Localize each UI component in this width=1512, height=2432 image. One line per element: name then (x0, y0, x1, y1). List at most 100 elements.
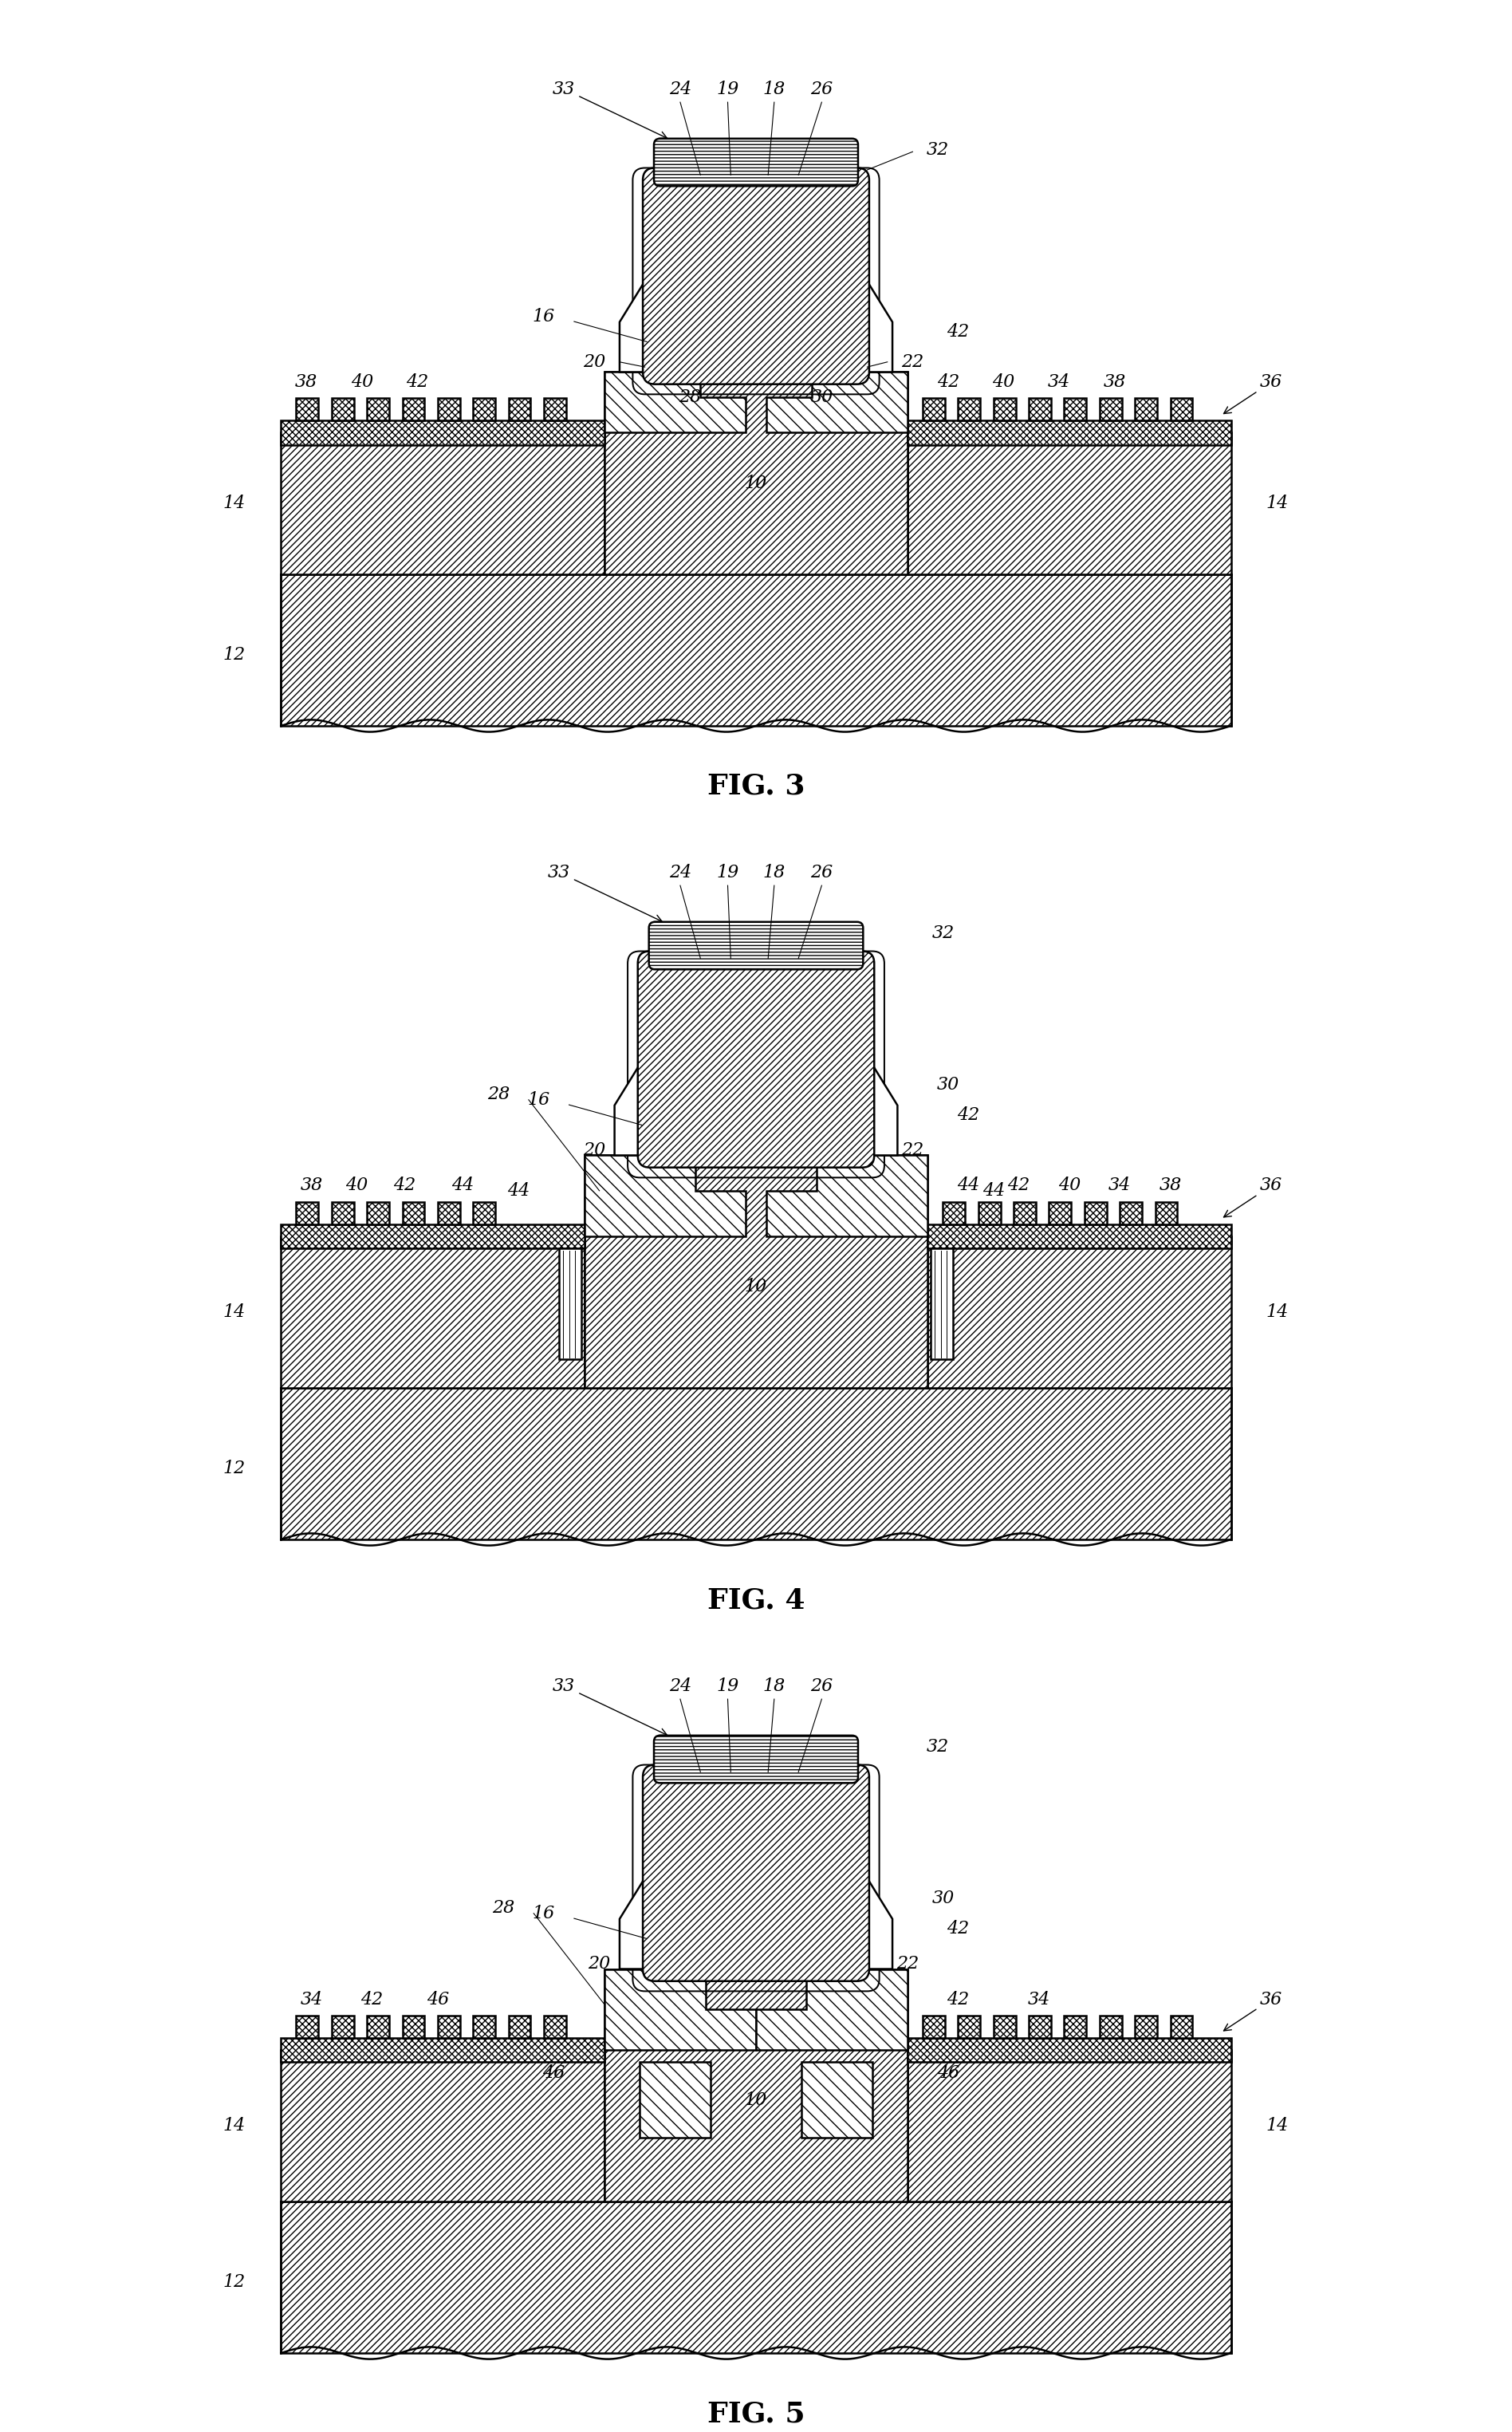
Text: 12: 12 (224, 1459, 246, 1479)
Text: 14: 14 (224, 494, 246, 513)
Text: 34: 34 (1108, 1177, 1131, 1194)
Polygon shape (959, 2016, 980, 2038)
Polygon shape (1064, 399, 1087, 421)
Text: 40: 40 (1058, 1177, 1081, 1194)
Polygon shape (331, 2016, 354, 2038)
Text: 46: 46 (543, 2065, 565, 2082)
Polygon shape (928, 1223, 1231, 1248)
Text: 42: 42 (947, 1989, 969, 2009)
Text: 28: 28 (491, 1899, 514, 1916)
Polygon shape (402, 1201, 425, 1223)
Text: 14: 14 (224, 1304, 246, 1321)
Text: 20: 20 (584, 353, 606, 370)
Polygon shape (872, 1065, 898, 1155)
Polygon shape (907, 2050, 1231, 2201)
Text: 44: 44 (452, 1177, 475, 1194)
Polygon shape (281, 1389, 1231, 1539)
Polygon shape (1049, 1201, 1072, 1223)
Text: 10: 10 (745, 2092, 767, 2109)
Polygon shape (931, 1248, 953, 1359)
Text: 18: 18 (764, 1678, 785, 1695)
Polygon shape (620, 282, 644, 372)
Text: 10: 10 (745, 474, 767, 491)
FancyBboxPatch shape (655, 1736, 857, 1783)
FancyBboxPatch shape (643, 168, 869, 384)
Polygon shape (907, 421, 1231, 445)
Polygon shape (767, 372, 907, 433)
Text: 26: 26 (810, 1678, 833, 1695)
Polygon shape (928, 1235, 1231, 1389)
Polygon shape (1136, 399, 1157, 421)
Text: 42: 42 (947, 1919, 969, 1938)
Text: 28: 28 (487, 1087, 510, 1104)
Text: 16: 16 (532, 309, 555, 326)
Text: 42: 42 (393, 1177, 416, 1194)
Text: 18: 18 (764, 80, 785, 97)
Polygon shape (1155, 1201, 1178, 1223)
Text: 44: 44 (957, 1177, 980, 1194)
Polygon shape (281, 574, 1231, 725)
Polygon shape (281, 421, 605, 445)
Text: 44: 44 (983, 1182, 1005, 1199)
Text: 28: 28 (679, 389, 702, 406)
FancyBboxPatch shape (638, 951, 874, 1167)
Polygon shape (473, 2016, 496, 2038)
Polygon shape (993, 2016, 1016, 2038)
Text: 26: 26 (810, 80, 833, 97)
Text: 33: 33 (547, 863, 662, 922)
Polygon shape (508, 399, 531, 421)
Polygon shape (281, 2038, 605, 2062)
Text: 24: 24 (668, 80, 691, 97)
Text: 12: 12 (224, 647, 246, 664)
Polygon shape (584, 1155, 928, 1389)
Text: 24: 24 (668, 1678, 691, 1695)
Text: 42: 42 (361, 1989, 383, 2009)
Polygon shape (922, 2016, 945, 2038)
Text: 32: 32 (927, 141, 950, 158)
Text: 14: 14 (224, 2116, 246, 2135)
Text: 38: 38 (1104, 375, 1126, 392)
Text: 24: 24 (668, 863, 691, 880)
Polygon shape (544, 399, 565, 421)
Text: 16: 16 (532, 1904, 555, 1921)
Text: 18: 18 (764, 863, 785, 880)
Text: 33: 33 (553, 80, 667, 139)
Polygon shape (1028, 2016, 1051, 2038)
Text: 38: 38 (299, 1177, 322, 1194)
Text: 14: 14 (1266, 494, 1288, 513)
Text: 34: 34 (299, 1989, 322, 2009)
Polygon shape (281, 433, 605, 574)
Text: 19: 19 (717, 80, 739, 97)
Polygon shape (1120, 1201, 1142, 1223)
Text: FIG. 4: FIG. 4 (708, 1586, 804, 1612)
Polygon shape (367, 2016, 389, 2038)
Polygon shape (437, 1201, 460, 1223)
Polygon shape (1084, 1201, 1107, 1223)
Polygon shape (868, 282, 892, 372)
Polygon shape (993, 399, 1016, 421)
Polygon shape (640, 2062, 711, 2138)
Polygon shape (868, 1878, 892, 1970)
Polygon shape (1099, 2016, 1122, 2038)
Polygon shape (1099, 399, 1122, 421)
Polygon shape (1170, 399, 1193, 421)
Polygon shape (281, 1235, 584, 1389)
Text: 32: 32 (931, 924, 954, 941)
Text: 40: 40 (351, 375, 373, 392)
Text: 38: 38 (295, 375, 318, 392)
Polygon shape (331, 399, 354, 421)
Polygon shape (756, 1970, 907, 2050)
Polygon shape (620, 1878, 644, 1970)
Polygon shape (437, 2016, 460, 2038)
Polygon shape (801, 2062, 872, 2138)
Text: 16: 16 (528, 1092, 550, 1109)
FancyBboxPatch shape (649, 922, 863, 970)
Polygon shape (922, 399, 945, 421)
Text: 30: 30 (937, 1075, 959, 1094)
Polygon shape (473, 1201, 496, 1223)
Polygon shape (943, 1201, 965, 1223)
Text: 34: 34 (1028, 1989, 1051, 2009)
Text: 36: 36 (1223, 375, 1282, 413)
Text: 34: 34 (1048, 375, 1070, 392)
Text: 42: 42 (407, 375, 429, 392)
